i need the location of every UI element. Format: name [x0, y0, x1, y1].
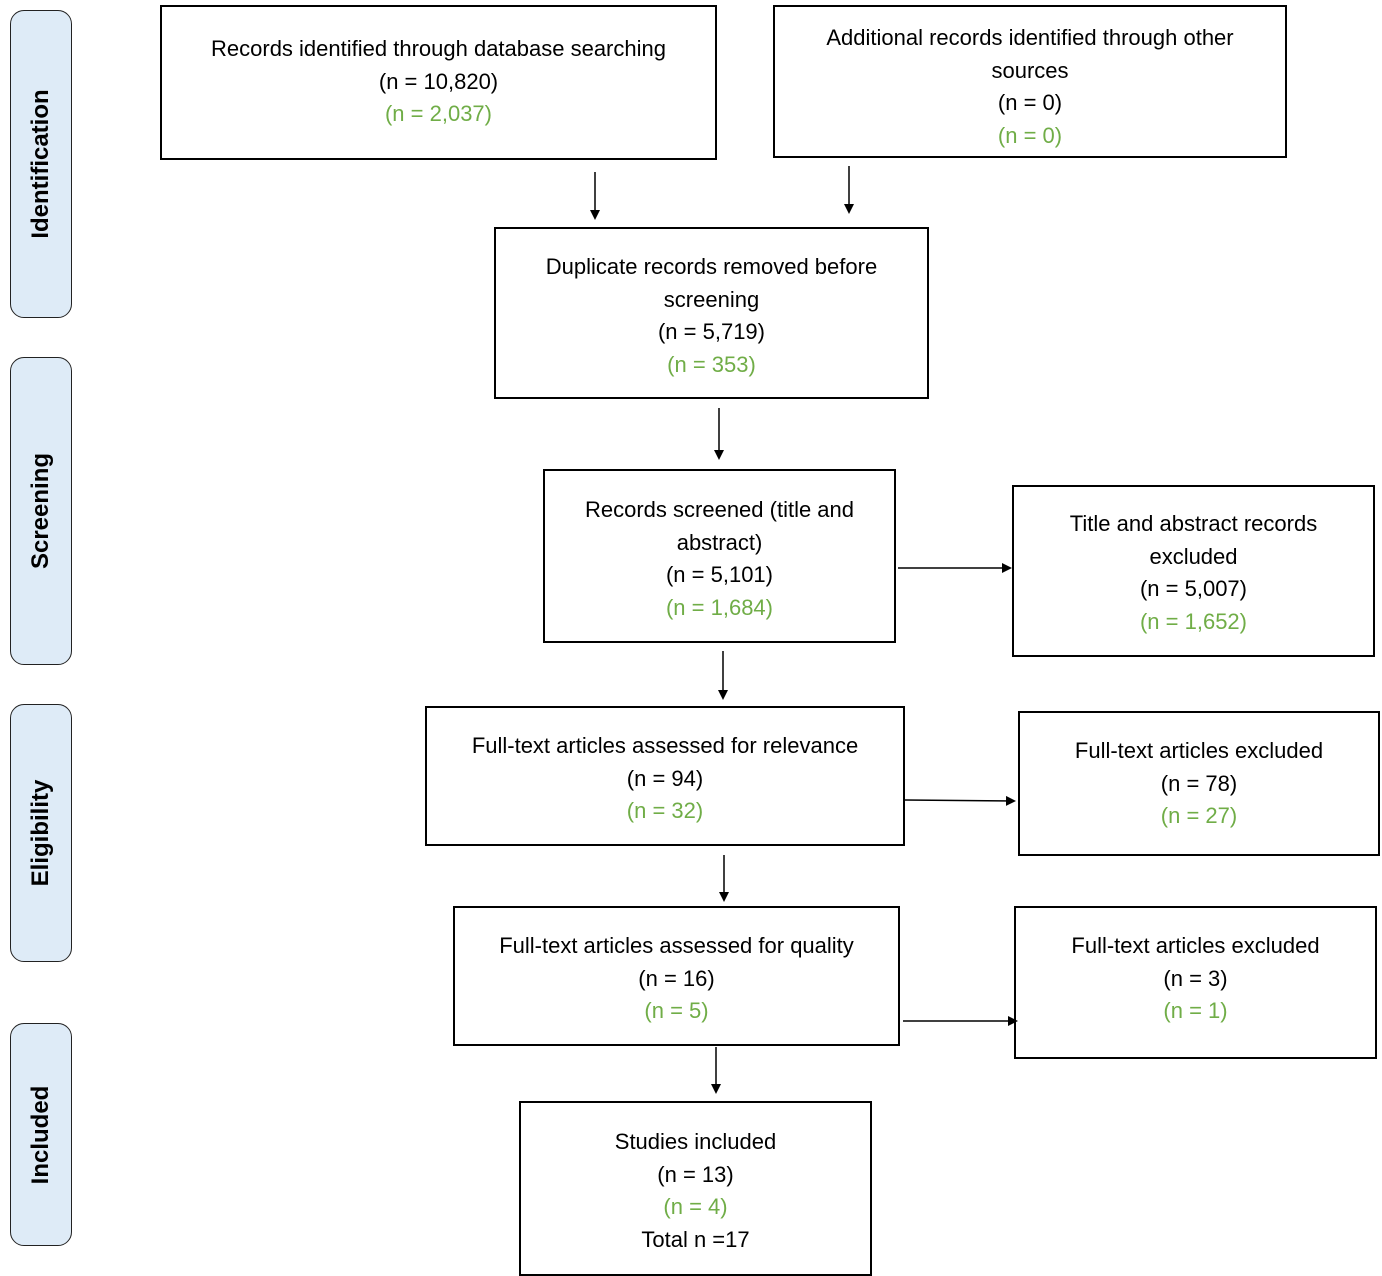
box-ft-excluded-2-count-secondary: (n = 1)	[1163, 998, 1228, 1023]
box-database-search: Records identified through database sear…	[160, 5, 717, 160]
box-included-total: Total n =17	[641, 1226, 750, 1252]
box-ft-excluded-1-count-secondary: (n = 27)	[1160, 803, 1238, 828]
box-ft-excluded-1-count: (n = 78)	[1160, 770, 1238, 796]
box-title-abstract-excluded: Title and abstract records excluded (n =…	[1012, 485, 1375, 657]
box-included-count-secondary: (n = 4)	[663, 1194, 728, 1219]
box-screened-count: (n = 5,101)	[665, 562, 773, 587]
box-studies-included: Studies included (n = 13) (n = 4) Total …	[519, 1101, 872, 1276]
box-duplicates-count: (n = 5,719)	[657, 319, 765, 344]
box-fulltext-excluded-2: Full-text articles excluded (n = 3) (n =…	[1014, 906, 1377, 1059]
stage-identification: Identification	[10, 10, 72, 318]
box-ft-excluded-1-label: Full-text articles excluded	[1074, 738, 1324, 763]
box-fulltext-excluded-1: Full-text articles excluded (n = 78) (n …	[1018, 711, 1380, 856]
box-duplicates-count-secondary: (n = 353)	[667, 351, 756, 377]
box-screened: Records screened (title and abstract) (n…	[543, 469, 896, 643]
stage-included: Included	[10, 1023, 72, 1246]
box-screened-count-secondary: (n = 1,684)	[665, 594, 773, 620]
box-database-count-secondary: (n = 2,037)	[384, 101, 492, 126]
box-duplicates-label: Duplicate records removed before screeni…	[545, 254, 878, 312]
box-database-label: Records identified through database sear…	[211, 36, 666, 61]
box-screened-label: Records screened (title and abstract)	[584, 497, 855, 555]
box-other-sources: Additional records identified through ot…	[773, 5, 1287, 158]
box-quality-label: Full-text articles assessed for quality	[499, 933, 854, 958]
stage-eligibility: Eligibility	[10, 704, 72, 962]
box-quality-count-secondary: (n = 5)	[644, 998, 709, 1023]
stage-screening: Screening	[10, 357, 72, 665]
box-included-count: (n = 13)	[657, 1161, 734, 1187]
box-ft-excluded-2-label: Full-text articles excluded	[1071, 933, 1320, 958]
box-database-count: (n = 10,820)	[378, 68, 499, 94]
box-ft-excluded-2-count: (n = 3)	[1163, 965, 1228, 991]
box-other-label: Additional records identified through ot…	[826, 25, 1234, 83]
box-relevance-count: (n = 94)	[626, 765, 704, 791]
box-ta-excluded-count: (n = 5,007)	[1139, 576, 1247, 601]
box-quality-count: (n = 16)	[638, 965, 715, 991]
box-relevance-count-secondary: (n = 32)	[626, 798, 704, 823]
box-quality: Full-text articles assessed for quality …	[453, 906, 900, 1046]
box-other-count: (n = 0)	[997, 90, 1063, 115]
box-ta-excluded-label: Title and abstract records excluded	[1069, 511, 1318, 569]
box-ta-excluded-count-secondary: (n = 1,652)	[1139, 608, 1247, 634]
box-duplicates: Duplicate records removed before screeni…	[494, 227, 929, 399]
box-included-label: Studies included	[614, 1129, 777, 1154]
box-relevance: Full-text articles assessed for relevanc…	[425, 706, 905, 846]
box-other-count-secondary: (n = 0)	[997, 122, 1063, 148]
box-relevance-label: Full-text articles assessed for relevanc…	[471, 733, 859, 758]
arrow-relevance-to-ft-excluded	[904, 795, 1016, 806]
